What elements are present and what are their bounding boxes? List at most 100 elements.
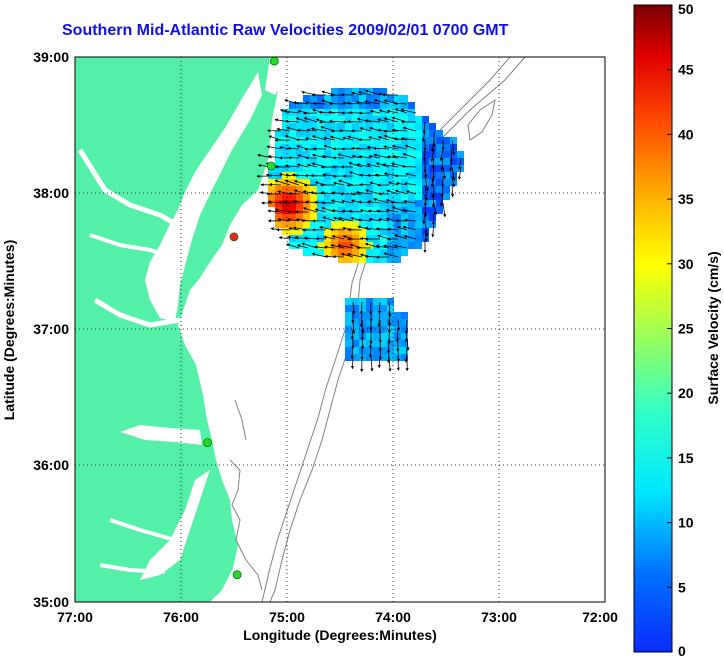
- velocity-cell: [352, 102, 359, 109]
- velocity-cell: [429, 165, 436, 172]
- velocity-cell: [394, 214, 401, 221]
- velocity-cell: [436, 172, 443, 179]
- velocity-cell: [275, 200, 282, 207]
- velocity-cell: [275, 186, 282, 193]
- velocity-cell: [296, 137, 303, 144]
- velocity-cell: [450, 158, 457, 165]
- velocity-cell: [352, 221, 359, 228]
- velocity-arrow: [323, 136, 336, 141]
- velocity-arrow: [402, 208, 417, 213]
- velocity-arrow: [330, 244, 345, 249]
- velocity-arrow: [322, 216, 336, 222]
- velocity-cell: [359, 109, 366, 116]
- velocity-cell: [289, 207, 296, 214]
- velocity-arrow: [439, 148, 444, 162]
- velocity-arrow: [356, 163, 372, 168]
- velocity-cell: [387, 102, 394, 109]
- velocity-arrow: [315, 236, 327, 241]
- velocity-cell: [387, 109, 394, 116]
- velocity-arrow: [424, 166, 428, 179]
- velocity-cell: [317, 102, 324, 109]
- velocity-cell: [352, 340, 359, 347]
- velocity-cell: [415, 172, 422, 179]
- velocity-cell: [352, 186, 359, 193]
- velocity-arrow: [361, 337, 365, 349]
- velocity-cell: [324, 207, 331, 214]
- velocity-cell: [422, 158, 429, 165]
- velocity-arrow: [449, 148, 453, 163]
- velocity-arrow: [383, 252, 399, 258]
- velocity-cell: [436, 144, 443, 151]
- velocity-cell: [373, 158, 380, 165]
- velocity-cell: [415, 228, 422, 235]
- velocity-cell: [338, 158, 345, 165]
- velocity-cell: [380, 88, 387, 95]
- velocity-cell: [366, 165, 373, 172]
- velocity-cell: [303, 165, 310, 172]
- velocity-cell: [289, 116, 296, 123]
- velocity-arrow: [451, 175, 456, 188]
- velocity-cell: [352, 298, 359, 305]
- neuse-river: [99, 563, 166, 574]
- velocity-cell: [352, 249, 359, 256]
- velocity-cell: [387, 235, 394, 242]
- velocity-cell: [345, 88, 352, 95]
- velocity-cell: [436, 193, 443, 200]
- velocity-cell: [345, 123, 352, 130]
- velocity-cell: [401, 186, 408, 193]
- colorbar-label: Surface Velocity (cm/s): [705, 251, 721, 404]
- velocity-arrow: [284, 99, 300, 105]
- velocity-cell: [303, 179, 310, 186]
- colorbar: [633, 4, 673, 653]
- velocity-arrow: [342, 235, 354, 240]
- velocity-arrow: [378, 346, 383, 361]
- velocity-cell: [401, 102, 408, 109]
- velocity-arrow: [388, 355, 392, 372]
- velocity-cell: [352, 151, 359, 158]
- velocity-cell: [324, 151, 331, 158]
- velocity-cell: [394, 242, 401, 249]
- velocity-arrow: [312, 101, 327, 106]
- velocity-cell: [443, 144, 450, 151]
- velocity-cell: [303, 228, 310, 235]
- station-marker: [232, 570, 242, 580]
- velocity-cell: [310, 102, 317, 109]
- velocity-cell: [345, 102, 352, 109]
- velocity-cell: [380, 228, 387, 235]
- velocity-cell: [443, 151, 450, 158]
- velocity-arrow: [442, 166, 446, 180]
- velocity-cell: [408, 172, 415, 179]
- velocity-cell: [436, 186, 443, 193]
- velocity-arrow: [357, 91, 372, 96]
- velocity-arrow: [303, 117, 318, 123]
- velocity-arrow: [394, 234, 408, 240]
- velocity-cell: [345, 144, 352, 151]
- velocity-cell: [317, 144, 324, 151]
- velocity-arrow: [400, 108, 417, 114]
- velocity-cell: [310, 193, 317, 200]
- velocity-arrow: [276, 127, 291, 132]
- velocity-cell: [268, 193, 275, 200]
- velocity-cell: [296, 207, 303, 214]
- land-mass: [75, 57, 290, 602]
- velocity-cell: [387, 186, 394, 193]
- velocity-cell: [408, 242, 415, 249]
- velocity-cell: [352, 144, 359, 151]
- velocity-arrow: [424, 175, 429, 192]
- velocity-cell: [303, 130, 310, 137]
- velocity-cell: [429, 158, 436, 165]
- velocity-cell: [373, 123, 380, 130]
- velocity-arrow: [386, 337, 391, 354]
- velocity-arrow: [430, 175, 435, 188]
- velocity-arrow: [314, 208, 327, 213]
- velocity-arrow: [297, 128, 309, 132]
- velocity-cell: [373, 256, 380, 263]
- velocity-cell: [436, 207, 443, 214]
- velocity-cell: [443, 137, 450, 144]
- velocity-cell: [331, 137, 338, 144]
- velocity-cell: [450, 165, 457, 172]
- velocity-cell: [352, 172, 359, 179]
- velocity-cell: [317, 179, 324, 186]
- velocity-cell: [275, 214, 282, 221]
- velocity-cell: [429, 130, 436, 137]
